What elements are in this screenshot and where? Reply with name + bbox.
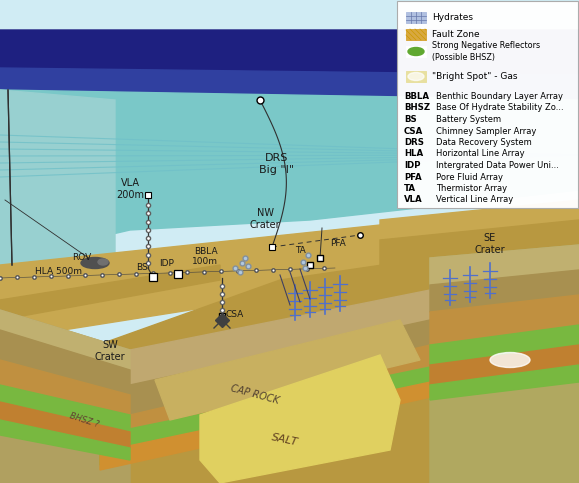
Polygon shape	[0, 330, 130, 395]
Polygon shape	[430, 245, 579, 285]
Text: BS: BS	[404, 115, 417, 124]
Polygon shape	[0, 258, 579, 483]
Text: DRS: DRS	[404, 138, 424, 147]
Ellipse shape	[408, 72, 424, 81]
Polygon shape	[0, 68, 579, 100]
Polygon shape	[0, 225, 380, 340]
Polygon shape	[0, 420, 130, 460]
Text: IDP: IDP	[159, 259, 174, 268]
Text: Horizontal Line Array: Horizontal Line Array	[436, 150, 525, 158]
Text: BHSZ: BHSZ	[404, 103, 430, 113]
Text: SW
Crater: SW Crater	[95, 340, 125, 362]
Text: IDP: IDP	[404, 161, 420, 170]
Text: CAP ROCK: CAP ROCK	[230, 384, 280, 406]
Text: Thermistor Array: Thermistor Array	[436, 184, 507, 193]
Text: VLA: VLA	[404, 196, 423, 204]
Text: DRS
Big "I": DRS Big "I"	[259, 154, 295, 175]
Polygon shape	[0, 90, 115, 310]
Text: Benthic Boundary Layer Array: Benthic Boundary Layer Array	[436, 92, 563, 101]
Text: VLA
200m: VLA 200m	[116, 178, 144, 200]
Polygon shape	[380, 220, 579, 275]
Bar	[406, 12, 426, 23]
Polygon shape	[130, 290, 430, 385]
Polygon shape	[0, 360, 130, 415]
Bar	[406, 29, 426, 40]
Text: Base Of Hydrate Stability Zo...: Base Of Hydrate Stability Zo...	[436, 103, 563, 113]
Text: HLA: HLA	[404, 150, 423, 158]
Bar	[406, 46, 426, 57]
Polygon shape	[380, 200, 579, 310]
Text: CSA: CSA	[404, 127, 423, 136]
Text: HLA 500m: HLA 500m	[35, 268, 82, 276]
Polygon shape	[130, 320, 430, 415]
Bar	[406, 71, 426, 82]
Text: Battery System: Battery System	[436, 115, 501, 124]
Text: SE
Crater: SE Crater	[475, 233, 505, 255]
Polygon shape	[430, 270, 579, 312]
Polygon shape	[430, 345, 579, 385]
Ellipse shape	[98, 259, 108, 265]
Polygon shape	[430, 325, 579, 365]
Polygon shape	[0, 402, 130, 448]
Polygon shape	[100, 365, 440, 452]
Text: NW
Crater: NW Crater	[250, 208, 280, 230]
Text: ROV: ROV	[72, 253, 91, 261]
Text: TA: TA	[404, 184, 416, 193]
Text: PFA: PFA	[330, 239, 346, 248]
Text: BHSZ ?: BHSZ ?	[68, 411, 100, 429]
Ellipse shape	[490, 353, 530, 368]
Polygon shape	[0, 385, 130, 432]
Polygon shape	[0, 30, 579, 75]
Text: Fault Zone: Fault Zone	[432, 30, 479, 39]
Text: BBLA
100m: BBLA 100m	[192, 247, 218, 266]
Text: CSA: CSA	[226, 310, 244, 319]
Polygon shape	[100, 382, 440, 465]
Text: Vertical Line Array: Vertical Line Array	[436, 196, 513, 204]
Polygon shape	[130, 345, 430, 435]
Polygon shape	[200, 355, 400, 483]
Text: Pore Fluid Array: Pore Fluid Array	[436, 172, 503, 182]
Text: Data Recovery System: Data Recovery System	[436, 138, 532, 147]
FancyBboxPatch shape	[397, 1, 578, 208]
Polygon shape	[0, 310, 130, 370]
Polygon shape	[430, 245, 579, 483]
Text: BS: BS	[136, 263, 148, 272]
Polygon shape	[155, 320, 420, 420]
Polygon shape	[0, 90, 579, 260]
Ellipse shape	[408, 47, 424, 56]
Text: SALT: SALT	[271, 432, 299, 448]
Text: Strong Negative Reflectors
(Possible BHSZ): Strong Negative Reflectors (Possible BHS…	[432, 42, 540, 61]
Text: BBLA: BBLA	[404, 92, 429, 101]
Text: Intergrated Data Power Uni...: Intergrated Data Power Uni...	[436, 161, 559, 170]
Text: TA: TA	[295, 246, 306, 255]
Text: PFA: PFA	[404, 172, 422, 182]
Text: Chimney Sampler Array: Chimney Sampler Array	[436, 127, 536, 136]
Polygon shape	[430, 295, 579, 345]
Polygon shape	[0, 310, 130, 483]
Text: Hydrates: Hydrates	[432, 13, 473, 22]
Polygon shape	[0, 265, 220, 320]
Polygon shape	[100, 380, 440, 470]
Ellipse shape	[81, 257, 109, 269]
Text: "Bright Spot" - Gas: "Bright Spot" - Gas	[432, 72, 518, 81]
Polygon shape	[430, 365, 579, 400]
